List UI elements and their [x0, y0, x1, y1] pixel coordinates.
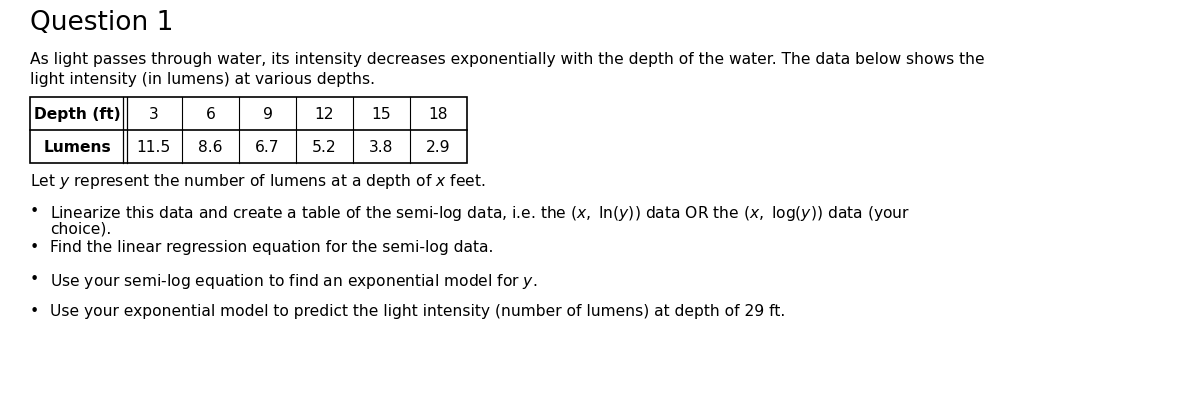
Text: 12: 12 — [314, 107, 335, 122]
Text: light intensity (in lumens) at various depths.: light intensity (in lumens) at various d… — [30, 72, 374, 87]
Text: Lumens: Lumens — [43, 139, 112, 155]
Text: 3.8: 3.8 — [370, 139, 394, 155]
Text: •: • — [30, 303, 40, 318]
Text: 18: 18 — [428, 107, 449, 122]
Text: 2.9: 2.9 — [426, 139, 451, 155]
Text: 11.5: 11.5 — [137, 139, 170, 155]
Text: Use your exponential model to predict the light intensity (number of lumens) at : Use your exponential model to predict th… — [50, 303, 785, 318]
Text: Depth (ft): Depth (ft) — [34, 107, 121, 122]
Text: 8.6: 8.6 — [198, 139, 223, 155]
Text: 5.2: 5.2 — [312, 139, 337, 155]
Text: Question 1: Question 1 — [30, 10, 173, 36]
Text: 6: 6 — [205, 107, 216, 122]
Text: •: • — [30, 239, 40, 254]
Text: As light passes through water, its intensity decreases exponentially with the de: As light passes through water, its inten… — [30, 52, 985, 67]
Text: Let $y$ represent the number of lumens at a depth of $x$ feet.: Let $y$ represent the number of lumens a… — [30, 172, 486, 191]
Text: •: • — [30, 204, 40, 218]
Text: 6.7: 6.7 — [256, 139, 280, 155]
Bar — [30, 98, 467, 164]
Text: 9: 9 — [263, 107, 272, 122]
Text: Find the linear regression equation for the semi-log data.: Find the linear regression equation for … — [50, 239, 493, 254]
Text: Use your semi-log equation to find an exponential model for $y$.: Use your semi-log equation to find an ex… — [50, 271, 538, 290]
Text: 3: 3 — [149, 107, 158, 122]
Text: •: • — [30, 271, 40, 286]
Text: Linearize this data and create a table of the semi-log data, i.e. the $(x,\ \ln(: Linearize this data and create a table o… — [50, 204, 910, 222]
Text: 15: 15 — [372, 107, 391, 122]
Text: choice).: choice). — [50, 221, 112, 236]
